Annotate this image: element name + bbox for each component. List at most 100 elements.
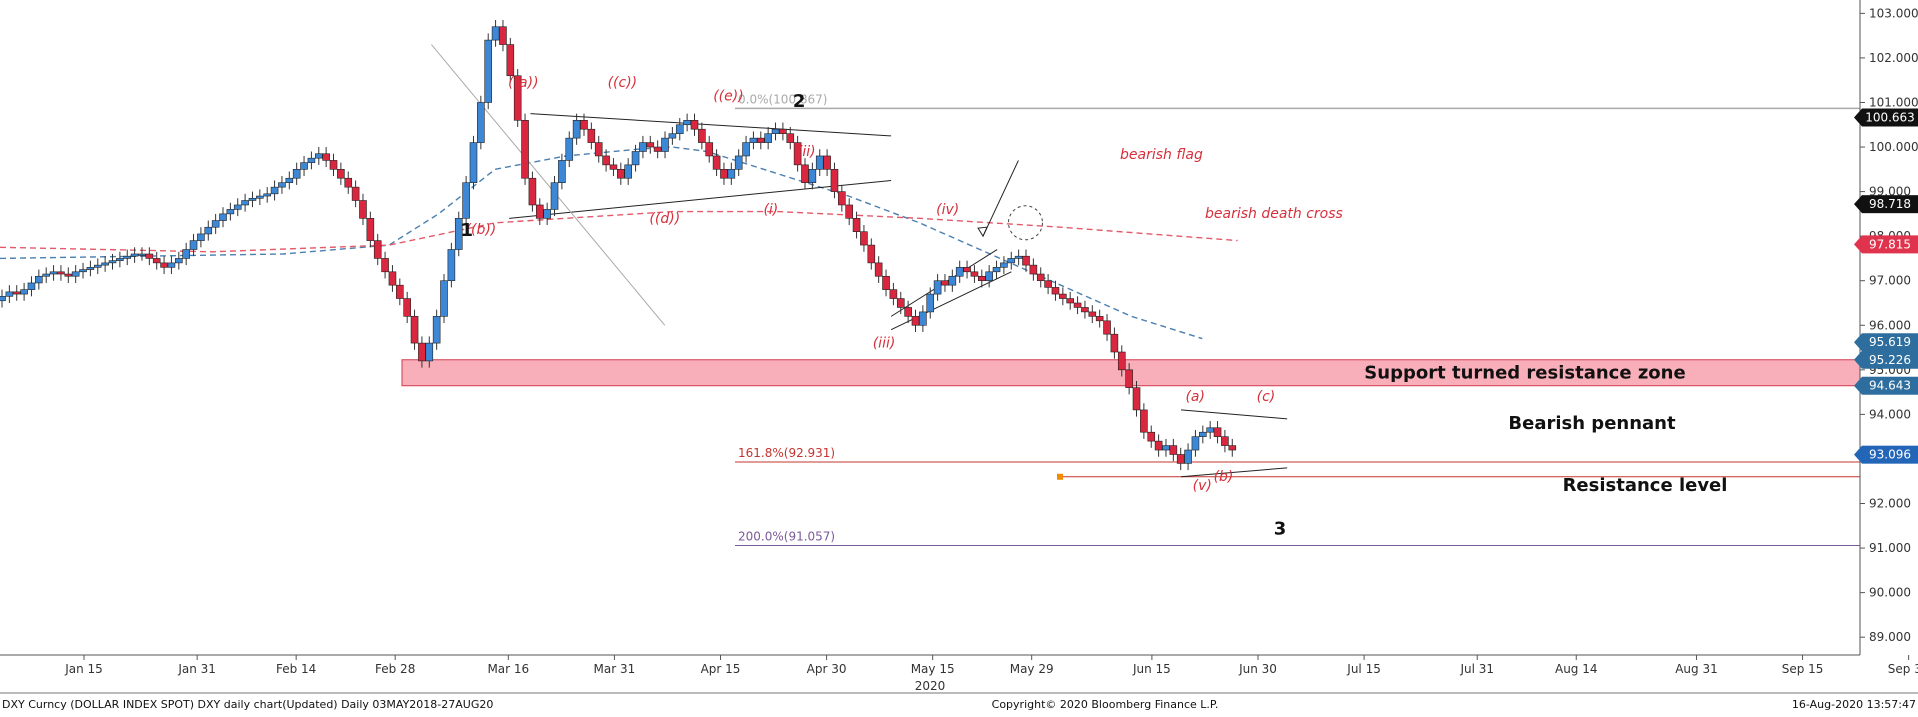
price-tag-label: 94.643 — [1869, 379, 1911, 393]
candle-body — [1014, 255, 1023, 259]
candle-body — [749, 137, 758, 143]
candle-body — [300, 162, 308, 170]
y-tick-label: 101.000 — [1869, 95, 1918, 109]
candle — [756, 131, 765, 150]
candle — [727, 162, 736, 185]
candle-body — [108, 260, 117, 264]
x-tick-label: Jul 31 — [1459, 662, 1494, 676]
candle-body — [683, 120, 691, 126]
candles — [0, 20, 1237, 471]
candle — [79, 262, 87, 279]
candle — [970, 265, 979, 283]
flag-arrow — [982, 160, 1019, 237]
candle — [432, 309, 441, 350]
price-tag: 94.643 — [1854, 376, 1918, 395]
candle — [1162, 438, 1170, 457]
x-tick-label: Aug 31 — [1675, 662, 1718, 676]
candle-body — [5, 291, 14, 297]
candle — [123, 249, 132, 266]
price-tag-label: 95.226 — [1869, 353, 1911, 367]
candle-body — [889, 289, 898, 299]
price-tag: 95.226 — [1854, 350, 1918, 369]
candle-body — [1125, 369, 1133, 388]
candle — [926, 287, 935, 319]
candle — [624, 158, 632, 185]
candle-body — [992, 267, 1001, 273]
price-tag-label: 95.619 — [1869, 335, 1911, 349]
candle — [978, 269, 986, 288]
candle — [963, 260, 971, 279]
candle — [1206, 421, 1214, 439]
candle-body — [204, 226, 213, 235]
candle-body — [270, 186, 279, 195]
candle-body — [462, 182, 470, 219]
candle — [955, 260, 964, 283]
candle-body — [550, 182, 559, 210]
candle — [528, 171, 537, 212]
candle — [823, 149, 831, 177]
candle-body — [513, 75, 522, 121]
candle-body — [558, 160, 566, 183]
candle — [329, 153, 338, 177]
candle — [189, 233, 198, 257]
candle — [793, 135, 802, 172]
candle — [20, 282, 28, 301]
price-tag-arrow — [1854, 350, 1862, 369]
candle — [786, 126, 795, 150]
candle-body — [720, 169, 728, 179]
candle — [1022, 249, 1030, 272]
candle — [867, 238, 876, 270]
candle — [57, 265, 65, 281]
candle — [410, 309, 419, 350]
flag-arrow-head — [977, 226, 988, 238]
candle — [130, 247, 139, 263]
candle-body — [1066, 298, 1075, 304]
candle — [49, 265, 58, 281]
footer-left: DXY Curncy (DOLLAR INDEX SPOT) DXY daily… — [2, 698, 493, 711]
candle — [403, 291, 411, 324]
candle-body — [1095, 316, 1104, 322]
y-tick-label: 92.000 — [1869, 497, 1911, 511]
candle-body — [602, 155, 610, 166]
candle — [1081, 300, 1089, 319]
candle — [1000, 256, 1008, 275]
candle-body — [712, 155, 721, 170]
fib-1618-label: 161.8%(92.931) — [738, 446, 835, 460]
candle-body — [1007, 258, 1016, 264]
candle — [71, 265, 80, 283]
candle — [1088, 305, 1097, 324]
death-cross-circle — [1007, 205, 1043, 241]
wave-label-8: (iv) — [936, 202, 959, 218]
candle — [558, 153, 566, 190]
y-tick-label: 96.000 — [1869, 318, 1911, 332]
candle-body — [1022, 255, 1030, 266]
x-tick-label: Jun 30 — [1238, 662, 1277, 676]
candle — [565, 131, 574, 168]
candle-body — [1036, 273, 1045, 282]
candle-body — [1228, 445, 1237, 451]
candle — [116, 251, 124, 268]
candle-body — [521, 120, 529, 179]
candle — [241, 193, 249, 212]
candle-body — [27, 282, 36, 290]
candle — [602, 149, 610, 172]
candle-body — [1110, 333, 1119, 353]
candle-body — [219, 213, 227, 221]
candle — [42, 267, 51, 283]
candle — [1059, 287, 1067, 306]
candle-body — [20, 289, 28, 295]
candle — [108, 253, 117, 270]
candle — [675, 118, 684, 141]
candle — [948, 269, 957, 292]
wave-label-4: ((e)) — [713, 88, 743, 104]
candle — [35, 269, 43, 290]
candle-body — [970, 271, 979, 277]
candle-body — [366, 218, 375, 241]
candle-body — [808, 169, 817, 183]
annot-bearish-flag: bearish flag — [1120, 147, 1203, 163]
candle-body — [1044, 280, 1052, 288]
candle — [705, 135, 714, 163]
candle — [882, 269, 890, 297]
candle — [351, 180, 360, 208]
